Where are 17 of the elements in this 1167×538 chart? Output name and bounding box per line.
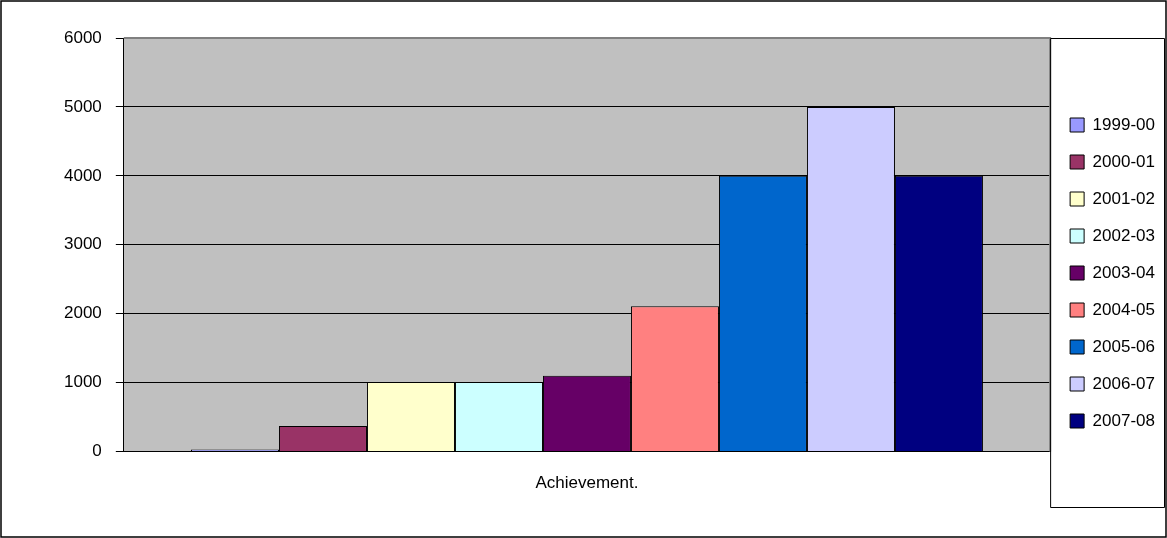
- y-tick-label: 2000: [63, 303, 102, 323]
- y-tick-label: 5000: [63, 96, 102, 116]
- legend-label: 2003-04: [1092, 262, 1155, 282]
- legend-label: 2005-06: [1092, 336, 1155, 356]
- y-tick-label: 1000: [63, 372, 102, 392]
- legend-label: 2004-05: [1092, 299, 1155, 319]
- y-tick-label: 6000: [63, 27, 102, 47]
- x-tick-label: Achievement.: [535, 473, 639, 493]
- legend-label: 2000-01: [1092, 151, 1155, 171]
- legend-label: 2002-03: [1092, 225, 1155, 245]
- legend-label: 2007-08: [1092, 410, 1155, 430]
- y-tick-label: 4000: [63, 165, 102, 185]
- legend-label: 2001-02: [1092, 188, 1155, 208]
- y-tick-label: 0: [92, 441, 102, 461]
- legend-label: 2006-07: [1092, 373, 1155, 393]
- y-tick-label: 3000: [63, 234, 102, 254]
- legend-label: 1999-00: [1092, 114, 1155, 134]
